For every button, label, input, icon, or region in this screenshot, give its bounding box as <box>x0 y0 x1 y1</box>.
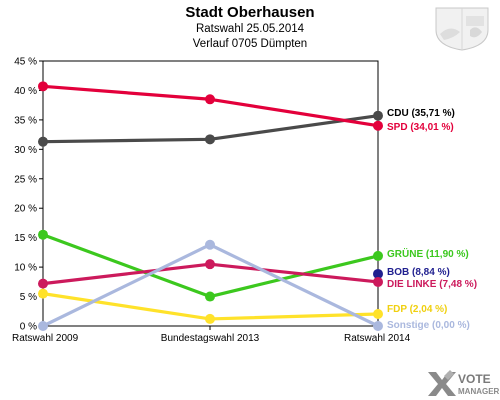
data-point-die-linke <box>38 278 48 289</box>
series-label-grüne: GRÜNE (11,90 %) <box>387 247 469 260</box>
y-tick-label: 35 % <box>14 115 37 126</box>
data-point-grüne <box>38 229 48 240</box>
chart-header: Stadt Oberhausen Ratswahl 25.05.2014 Ver… <box>0 4 500 52</box>
data-point-bob <box>373 268 383 279</box>
logo-text-manager: MANAGER <box>458 387 500 396</box>
chart-series-labels: CDU (35,71 %) SPD (34,01 %) GRÜNE (11,90 %… <box>387 108 477 331</box>
y-tick-label: 25 % <box>14 174 37 185</box>
series-line-spd <box>42 84 379 128</box>
data-point-grüne <box>205 291 215 302</box>
y-tick-label: 10 % <box>14 263 37 274</box>
series-line-sonstige <box>42 243 379 328</box>
series-label-fdp: FDP (2,04 %) <box>387 304 447 315</box>
series-label-cdu: CDU (35,71 %) <box>387 108 455 119</box>
data-point-spd <box>373 120 383 131</box>
data-point-sonstige <box>38 321 48 331</box>
chart-subtitle-election: Ratswahl 25.05.2014 <box>195 23 305 35</box>
data-point-fdp <box>373 308 383 319</box>
x-tick-label: Ratswahl 2014 <box>344 333 411 344</box>
y-tick-label: 15 % <box>14 233 37 244</box>
data-point-cdu <box>373 110 383 121</box>
coat-of-arms-icon <box>435 7 489 51</box>
y-tick-label: 5 % <box>20 292 37 303</box>
data-point-die-linke <box>373 276 383 287</box>
y-tick-label: 0 % <box>20 322 37 333</box>
votemanager-x-icon <box>428 370 456 396</box>
chart-title: Stadt Oberhausen <box>185 4 315 21</box>
data-point-sonstige <box>373 321 383 331</box>
chart-axes: 0 % 5 % 10 % 15 % 20 % 25 % 30 % 35 % 40 % 45 % Ra… <box>12 57 411 345</box>
series-label-sonstige: Sonstige (0,00 %) <box>387 320 470 331</box>
data-point-spd <box>205 94 215 105</box>
data-point-cdu <box>205 134 215 145</box>
data-point-cdu <box>38 136 48 147</box>
y-tick-label: 45 % <box>14 57 37 68</box>
data-point-fdp <box>38 288 48 299</box>
data-point-die-linke <box>205 259 215 270</box>
y-tick-label: 40 % <box>14 86 37 97</box>
y-tick-label: 30 % <box>14 145 37 156</box>
logo-text-vote: VOTE <box>458 372 491 386</box>
data-point-fdp <box>205 313 215 324</box>
chart-series-lines <box>42 84 379 328</box>
data-point-spd <box>38 81 48 92</box>
series-label-bob: BOB (8,84 %) <box>387 267 450 278</box>
x-tick-label: Ratswahl 2009 <box>12 333 79 344</box>
data-point-grüne <box>373 250 383 261</box>
chart-subtitle-district: Verlauf 0705 Dümpten <box>192 38 308 50</box>
chart-data-points <box>38 81 383 331</box>
data-point-sonstige <box>205 239 215 250</box>
y-tick-label: 20 % <box>14 204 37 215</box>
x-tick-label: Bundestagswahl 2013 <box>161 333 260 344</box>
votemanager-logo: VOTE MANAGER <box>428 370 500 396</box>
series-label-spd: SPD (34,01 %) <box>387 122 454 133</box>
series-label-die-linke: DIE LINKE (7,48 %) <box>387 279 477 290</box>
